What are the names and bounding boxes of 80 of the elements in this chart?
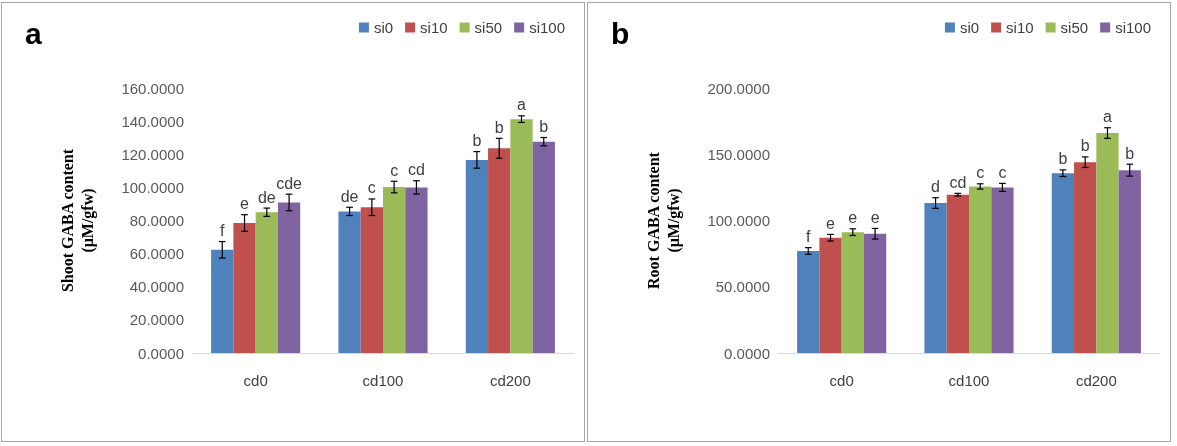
- bar: [991, 187, 1014, 353]
- data-label: b: [1125, 144, 1135, 162]
- y-tick-label: 160.0000: [121, 79, 184, 97]
- data-label: b: [1058, 150, 1068, 168]
- data-label: c: [367, 179, 376, 197]
- data-label: b: [539, 118, 549, 136]
- data-label: b: [1080, 137, 1090, 155]
- data-label: c: [976, 164, 985, 182]
- data-label: cd: [949, 173, 967, 191]
- data-label: cd: [407, 161, 425, 179]
- data-label: e: [826, 214, 836, 232]
- y-tick-label: 0.0000: [138, 344, 184, 362]
- bar: [465, 159, 489, 353]
- y-tick-label: 20.0000: [129, 311, 184, 329]
- data-label: e: [848, 209, 858, 227]
- y-tick-label: 100.0000: [121, 178, 184, 196]
- data-label: a: [517, 96, 527, 114]
- bar: [405, 187, 428, 353]
- y-tick-label: 140.0000: [121, 112, 184, 130]
- bar: [233, 222, 256, 353]
- bar: [797, 250, 820, 353]
- data-label: e: [240, 195, 250, 213]
- bar: [1118, 170, 1141, 353]
- y-axis-title: Root GABA content (μM/gfw): [644, 151, 683, 289]
- y-tick-label: 100.0000: [707, 212, 770, 229]
- bar: [946, 194, 969, 353]
- bar: [255, 212, 278, 353]
- y-tick-label: 200.0000: [707, 79, 770, 97]
- legend-label: si100: [529, 19, 565, 36]
- bar: [338, 211, 361, 353]
- bar: [383, 187, 406, 353]
- legend-label: si10: [420, 19, 448, 36]
- bar: [841, 232, 864, 353]
- data-label: a: [1103, 108, 1113, 126]
- data-label: c: [390, 161, 399, 179]
- x-tick-label: cd200: [1075, 372, 1117, 389]
- bar: [1074, 162, 1097, 353]
- x-tick-label: cd0: [829, 372, 854, 389]
- data-label: cde: [276, 174, 303, 192]
- legend-label: si50: [1060, 19, 1089, 36]
- data-label: e: [870, 208, 880, 226]
- y-tick-label: 50.0000: [715, 278, 770, 296]
- data-label: b: [494, 118, 504, 136]
- data-label: f: [806, 228, 812, 246]
- x-tick-label: cd100: [362, 372, 404, 389]
- data-label: c: [998, 163, 1007, 181]
- y-tick-label: 150.0000: [707, 145, 770, 163]
- data-label: b: [472, 132, 482, 150]
- y-tick-label: 80.0000: [129, 212, 184, 229]
- legend-label: si50: [474, 19, 503, 36]
- bar: [1096, 133, 1119, 353]
- y-tick-label: 0.0000: [724, 344, 770, 362]
- y-tick-label: 40.0000: [129, 278, 184, 296]
- bar: [211, 249, 234, 353]
- y-tick-label: 120.0000: [121, 145, 184, 163]
- x-tick-label: cd200: [489, 372, 531, 389]
- bar: [488, 148, 511, 353]
- bar: [863, 233, 887, 353]
- bar: [969, 186, 992, 353]
- bar: [510, 119, 533, 353]
- x-tick-label: cd0: [243, 372, 268, 389]
- bar: [819, 237, 842, 353]
- chart-title: b: [611, 16, 630, 50]
- legend-label: si0: [373, 19, 394, 36]
- chart-title: a: [25, 16, 42, 50]
- bar: [360, 207, 383, 353]
- bar: [924, 203, 947, 353]
- x-tick-label: cd100: [948, 372, 990, 389]
- bar: [532, 141, 555, 353]
- bar: [277, 202, 301, 353]
- y-tick-label: 60.0000: [129, 245, 184, 263]
- data-label: d: [931, 178, 941, 196]
- bar: [1051, 173, 1075, 353]
- data-label: de: [340, 187, 359, 205]
- data-label: f: [220, 222, 226, 240]
- legend-label: si100: [1115, 19, 1151, 36]
- legend-label: si0: [959, 19, 980, 36]
- y-axis-title: Shoot GABA content (μM/gfw): [58, 148, 97, 293]
- data-label: de: [257, 188, 276, 206]
- legend-label: si10: [1006, 19, 1034, 36]
